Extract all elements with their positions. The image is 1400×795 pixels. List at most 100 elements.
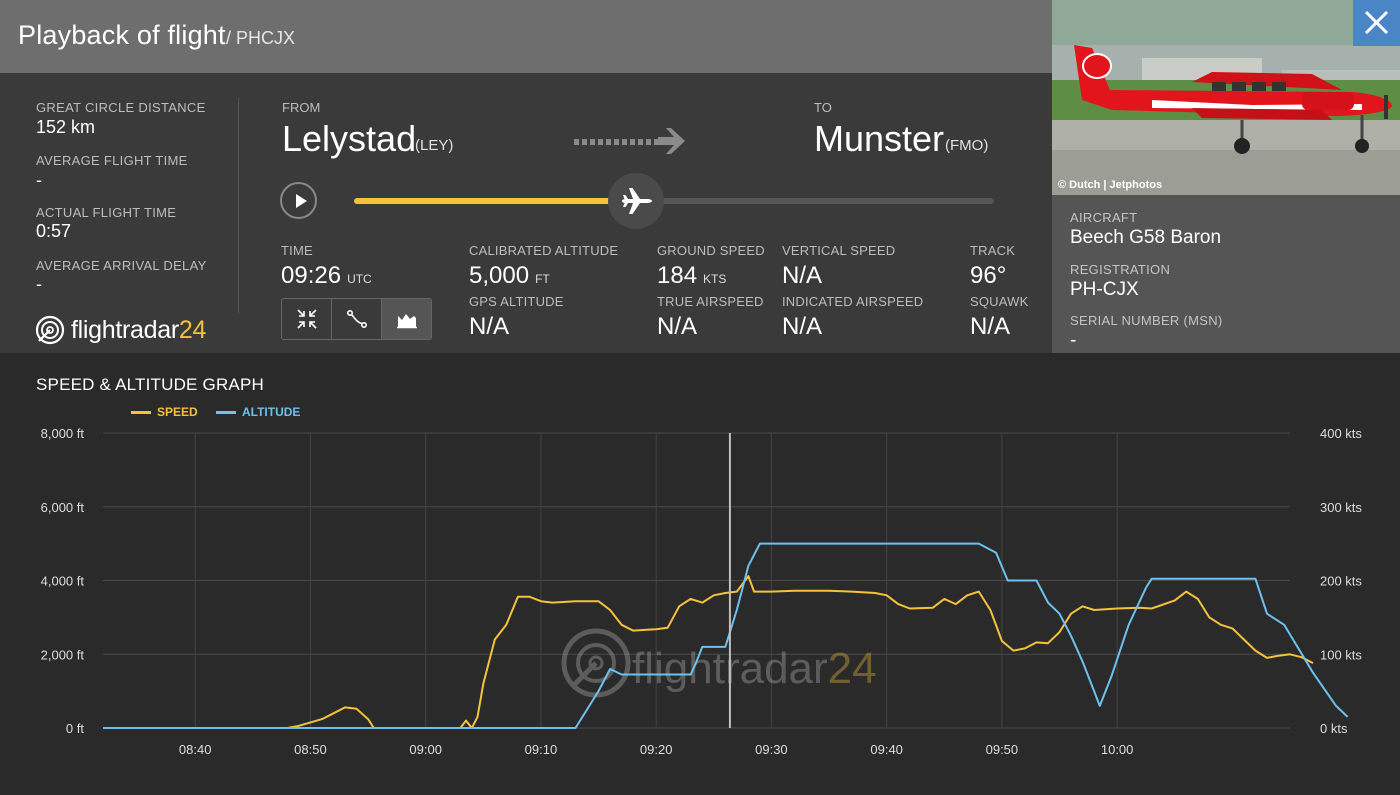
aircraft-photo-image xyxy=(1052,0,1400,195)
aircraft-photo xyxy=(1052,0,1400,195)
serial-value: - xyxy=(1070,330,1077,351)
from-city: Lelystad xyxy=(282,118,417,159)
play-icon xyxy=(296,194,307,208)
y-right-tick-label: 300 kts xyxy=(1320,500,1362,515)
info-divider xyxy=(238,98,239,313)
vertical-speed-value: N/A xyxy=(782,262,823,289)
to-label: TO xyxy=(814,100,832,115)
true-airspeed-label: TRUE AIRSPEED xyxy=(657,294,764,309)
avg-delay-value: - xyxy=(36,274,42,294)
airplane-icon xyxy=(622,188,652,214)
avg-flight-label: AVERAGE FLIGHT TIME xyxy=(36,153,188,168)
legend-speed: SPEED xyxy=(131,405,198,419)
x-tick-label: 10:00 xyxy=(1101,742,1134,757)
aircraft-value: Beech G58 Baron xyxy=(1070,227,1222,248)
radar-logo-icon xyxy=(35,315,65,345)
great-circle-value: 152 km xyxy=(36,117,96,137)
x-tick-label: 08:50 xyxy=(294,742,327,757)
true-airspeed-value: N/A xyxy=(657,313,698,340)
series-line-speed xyxy=(103,575,1314,729)
avg-flight-value: - xyxy=(36,170,42,190)
cal-alt-value: 5,000 FT xyxy=(469,262,550,289)
y-right-tick-label: 0 kts xyxy=(1320,721,1348,736)
header-bar: Playback of flight / PHCJX xyxy=(0,0,1052,73)
legend-altitude-label: ALTITUDE xyxy=(242,405,301,419)
watermark-text: flightradar24 xyxy=(632,644,877,693)
view-toggle-group xyxy=(281,298,432,340)
chart-grid xyxy=(103,432,1290,729)
collapse-icon xyxy=(296,309,317,329)
time-value: 09:26 UTC xyxy=(281,262,372,289)
squawk-value: N/A xyxy=(970,313,1011,340)
gps-alt-value: N/A xyxy=(469,313,510,340)
close-button[interactable] xyxy=(1353,0,1400,46)
close-icon xyxy=(1364,10,1389,35)
route-view-button[interactable] xyxy=(332,299,382,339)
flightradar-logo: flightradar24 xyxy=(35,313,206,347)
logo-text: flightradar24 xyxy=(71,315,207,344)
chart-series xyxy=(103,433,1349,729)
route-arrow-icon xyxy=(658,128,685,154)
route-arrow-dots xyxy=(574,139,664,145)
x-tick-label: 08:40 xyxy=(179,742,212,757)
x-tick-label: 09:20 xyxy=(640,742,673,757)
legend-altitude: ALTITUDE xyxy=(216,405,300,419)
legend-altitude-swatch xyxy=(216,410,236,414)
flight-registration: / PHCJX xyxy=(226,28,296,48)
from-label: FROM xyxy=(282,100,321,115)
aircraft-label: AIRCRAFT xyxy=(1070,210,1138,225)
ground-speed-value: 184 KTS xyxy=(657,262,727,289)
y-left-tick-label: 0 ft xyxy=(66,721,84,736)
from-code: (LEY) xyxy=(415,137,454,154)
cal-alt-label: CALIBRATED ALTITUDE xyxy=(469,243,619,258)
speed-altitude-graph: SPEED & ALTITUDE GRAPH SPEED ALTITUDE fl… xyxy=(0,353,1400,795)
track-value: 96° xyxy=(970,262,1007,289)
playback-track[interactable] xyxy=(354,198,994,204)
to-city: Munster xyxy=(814,118,945,159)
registration-label: REGISTRATION xyxy=(1070,262,1171,277)
y-right-tick-label: 200 kts xyxy=(1320,574,1362,589)
y-left-tick-label: 4,000 ft xyxy=(41,574,85,589)
y-right-tick-label: 100 kts xyxy=(1320,647,1362,662)
to-code: (FMO) xyxy=(945,137,989,154)
actual-flight-label: ACTUAL FLIGHT TIME xyxy=(36,205,177,220)
gps-alt-label: GPS ALTITUDE xyxy=(469,294,564,309)
time-label: TIME xyxy=(281,243,313,258)
indicated-airspeed-value: N/A xyxy=(782,313,823,340)
aircraft-details-panel: AIRCRAFT Beech G58 Baron REGISTRATION PH… xyxy=(1052,195,1400,353)
chart-canvas[interactable]: flightradar24 8,000 ft 400 kts 6,000 ft 300… xyxy=(0,353,1400,795)
playback-progress xyxy=(354,198,636,204)
route-path-icon xyxy=(346,309,367,329)
legend-speed-label: SPEED xyxy=(157,405,198,419)
playback-thumb[interactable] xyxy=(608,173,664,229)
great-circle-label: GREAT CIRCLE DISTANCE xyxy=(36,100,206,115)
y-left-tick-label: 8,000 ft xyxy=(41,426,85,441)
y-left-tick-label: 2,000 ft xyxy=(41,647,85,662)
series-line-altitude xyxy=(103,542,1349,729)
collapse-view-button[interactable] xyxy=(282,299,332,339)
serial-label: SERIAL NUMBER (MSN) xyxy=(1070,313,1223,328)
flight-info-panel: GREAT CIRCLE DISTANCE 152 km AVERAGE FLI… xyxy=(0,73,1052,353)
graph-view-button[interactable] xyxy=(382,299,431,339)
area-chart-icon xyxy=(396,314,417,329)
chart-axis-labels: 8,000 ft 400 kts 6,000 ft 300 kts 4,000 ft 20… xyxy=(41,426,1363,757)
x-tick-label: 09:50 xyxy=(986,742,1019,757)
watermark: flightradar24 xyxy=(561,628,877,698)
y-left-tick-label: 6,000 ft xyxy=(41,500,85,515)
graph-title: SPEED & ALTITUDE GRAPH xyxy=(36,375,264,394)
actual-flight-value: 0:57 xyxy=(36,221,72,241)
legend-speed-swatch xyxy=(131,410,151,414)
track-label: TRACK xyxy=(970,243,1016,258)
play-button[interactable] xyxy=(280,182,317,219)
photo-credit: © Dutch | Jetphotos xyxy=(1058,179,1163,191)
x-tick-label: 09:40 xyxy=(870,742,903,757)
avg-delay-label: AVERAGE ARRIVAL DELAY xyxy=(36,258,207,273)
indicated-airspeed-label: INDICATED AIRSPEED xyxy=(782,294,924,309)
squawk-label: SQUAWK xyxy=(970,294,1029,309)
registration-value: PH-CJX xyxy=(1070,279,1139,300)
x-tick-label: 09:30 xyxy=(755,742,788,757)
vertical-speed-label: VERTICAL SPEED xyxy=(782,243,896,258)
y-right-tick-label: 400 kts xyxy=(1320,426,1362,441)
x-tick-label: 09:10 xyxy=(525,742,558,757)
page-title: Playback of flight xyxy=(18,20,226,50)
